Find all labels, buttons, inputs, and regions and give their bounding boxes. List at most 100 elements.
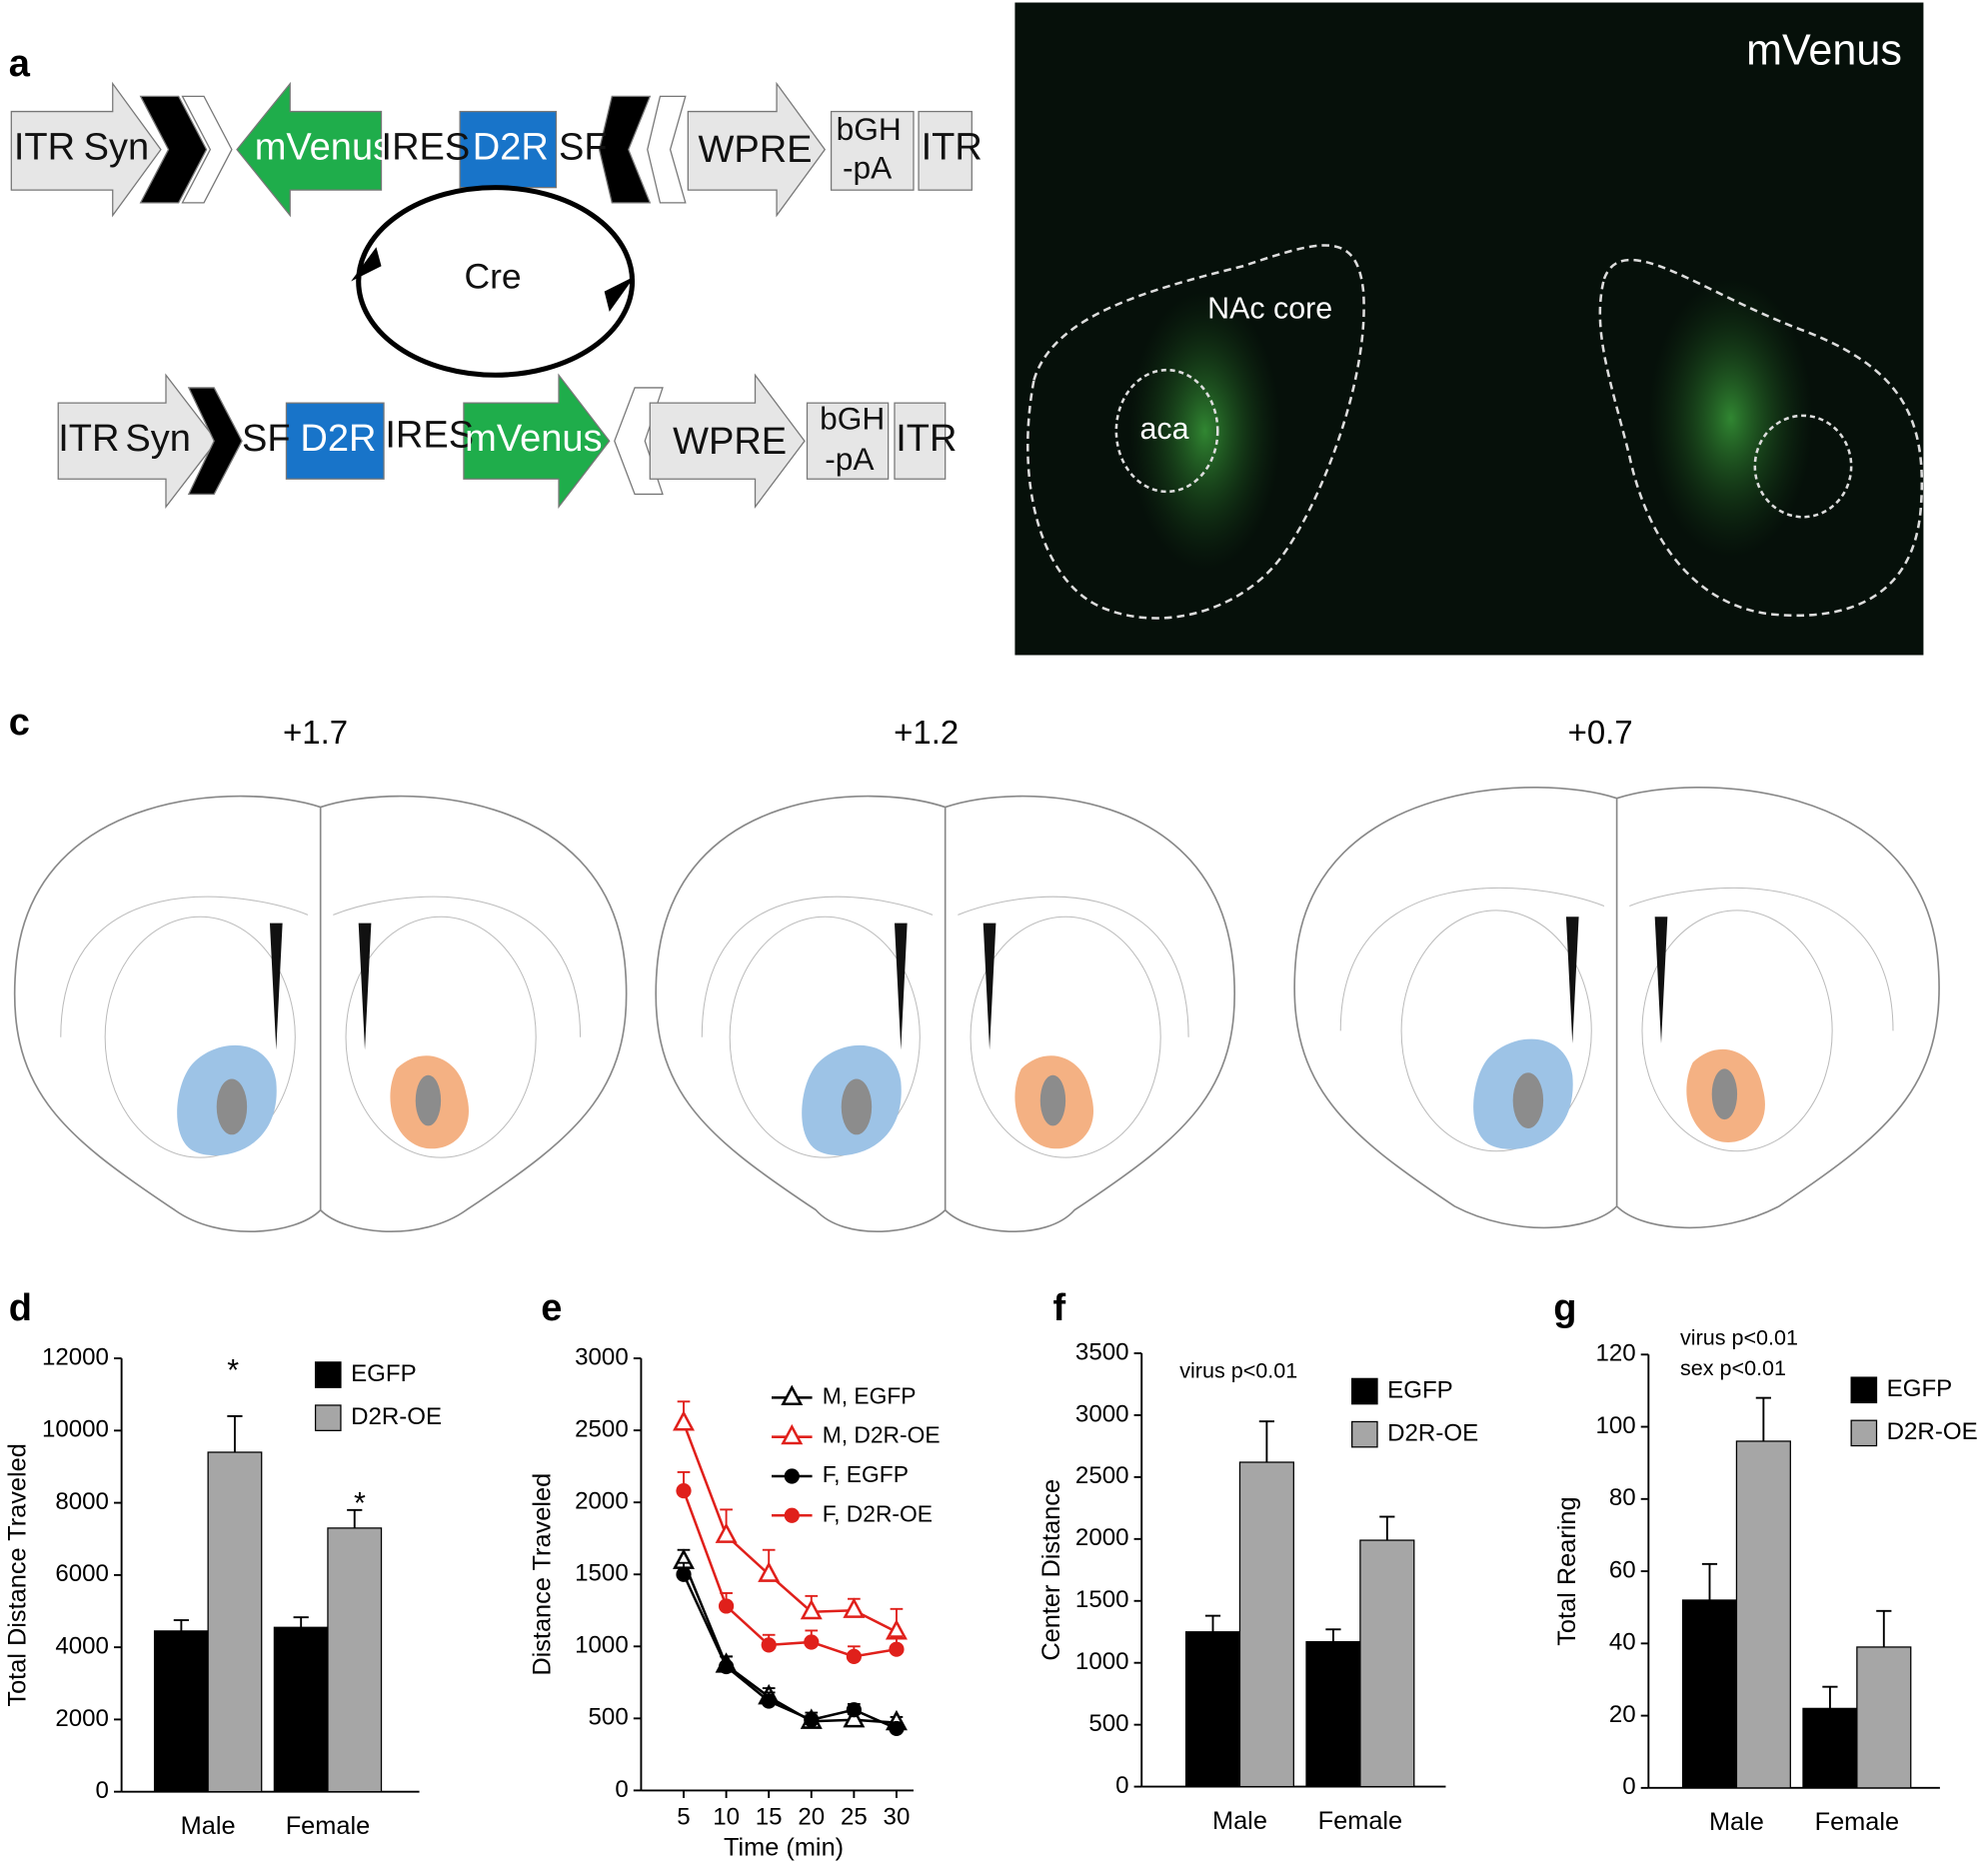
- x-tick-label: Female: [286, 1812, 371, 1840]
- cortex-boundary: [60, 896, 582, 1037]
- marker: [761, 1693, 777, 1709]
- legend-marker: [781, 1384, 804, 1405]
- marker: [761, 1637, 777, 1653]
- y-tick-label: 100: [1595, 1412, 1635, 1439]
- y-axis-label: Total Distance Traveled: [4, 1443, 32, 1706]
- annotation: *: [227, 1353, 239, 1387]
- arrowhead: [351, 247, 382, 282]
- marker: [800, 1598, 823, 1620]
- striatum: [1400, 910, 1592, 1152]
- legend-label: F, D2R-OE: [823, 1500, 933, 1526]
- x-tick-label: 25: [841, 1804, 868, 1831]
- construct-bottom: [57, 373, 947, 510]
- construct-label: ITR: [896, 418, 957, 460]
- legend-swatch: [1351, 1420, 1378, 1448]
- bar: [273, 1626, 329, 1793]
- striatum: [345, 916, 537, 1158]
- striatum: [729, 916, 921, 1158]
- panel-label: a: [9, 43, 31, 85]
- construct-label: D2R: [473, 127, 549, 169]
- arrowhead: [604, 276, 636, 312]
- construct-label: SF: [559, 127, 608, 169]
- y-tick-label: 500: [589, 1704, 629, 1731]
- panel-label: g: [1553, 1287, 1576, 1329]
- construct-label: IRES: [382, 127, 471, 169]
- legend-swatch: [1850, 1376, 1878, 1404]
- striatum: [1641, 910, 1833, 1152]
- legend-swatch: [314, 1361, 342, 1388]
- y-tick-label: 0: [1115, 1772, 1128, 1799]
- ventricle: [1565, 917, 1668, 1044]
- bar: [1184, 1631, 1241, 1788]
- legend-swatch: [1351, 1377, 1378, 1405]
- construct-label: -pA: [843, 149, 893, 185]
- y-tick-label: 3000: [575, 1343, 629, 1370]
- marker: [718, 1598, 735, 1614]
- legend-marker: [781, 1423, 804, 1445]
- y-tick-label: 8000: [55, 1488, 109, 1515]
- bar: [1305, 1641, 1361, 1788]
- y-tick-label: 500: [1088, 1710, 1128, 1737]
- construct-label: mVenus: [465, 418, 602, 460]
- panel-label: e: [541, 1287, 562, 1329]
- y-tick-label: 10000: [42, 1416, 109, 1443]
- y-tick-label: 2000: [1075, 1524, 1129, 1551]
- marker: [715, 1522, 738, 1543]
- bar: [1735, 1440, 1791, 1789]
- y-tick-label: 2500: [575, 1415, 629, 1442]
- x-tick-label: Male: [1212, 1807, 1267, 1835]
- y-tick-label: 1000: [1075, 1648, 1129, 1675]
- y-tick-label: 4000: [55, 1632, 109, 1659]
- construct-label: ITR: [14, 127, 75, 169]
- marker: [718, 1658, 735, 1675]
- x-tick-label: Female: [1815, 1808, 1900, 1836]
- marker: [889, 1720, 905, 1737]
- construct-label: mVenus: [255, 127, 392, 169]
- panel-label: c: [9, 702, 30, 744]
- region-outline: [1026, 244, 1365, 620]
- y-tick-label: 3500: [1075, 1338, 1129, 1365]
- overlap: [1512, 1072, 1544, 1128]
- x-tick-label: Male: [1709, 1808, 1764, 1836]
- legend-label: F, EGFP: [823, 1461, 909, 1487]
- striatum: [104, 916, 296, 1158]
- x-axis-label: Time (min): [724, 1833, 844, 1861]
- y-tick-label: 0: [96, 1777, 109, 1804]
- overlap: [1711, 1068, 1738, 1120]
- marker: [804, 1712, 820, 1728]
- construct-label: WPRE: [698, 129, 812, 171]
- legend-label: D2R-OE: [1887, 1418, 1978, 1445]
- construct-top: [10, 81, 973, 218]
- y-tick-label: 1000: [575, 1632, 629, 1659]
- region-label: NAc core: [1207, 292, 1332, 326]
- x-tick-label: 10: [713, 1804, 740, 1831]
- y-tick-label: 120: [1595, 1340, 1635, 1367]
- marker: [889, 1641, 905, 1657]
- annotation: *: [354, 1486, 366, 1520]
- legend-label: M, EGFP: [823, 1382, 917, 1408]
- construct-label: Syn: [125, 418, 191, 460]
- y-axis-label: Total Rearing: [1553, 1496, 1581, 1645]
- construct-label: -pA: [825, 441, 875, 477]
- legend-marker: [784, 1468, 800, 1484]
- bar: [1681, 1599, 1738, 1789]
- cortex-boundary: [1339, 887, 1894, 1031]
- striatum: [970, 916, 1161, 1158]
- y-axis-label: Distance Traveled: [529, 1473, 557, 1676]
- x-tick-label: Female: [1318, 1807, 1403, 1835]
- overlap: [841, 1078, 873, 1135]
- series-line: [682, 1422, 898, 1634]
- panel-label: d: [9, 1287, 32, 1329]
- panel-label: f: [1052, 1287, 1065, 1329]
- ventricle: [894, 923, 996, 1050]
- y-tick-label: 6000: [55, 1560, 109, 1587]
- annotation: sex p<0.01: [1680, 1355, 1786, 1380]
- y-tick-label: 2000: [575, 1488, 629, 1515]
- construct-label: WPRE: [673, 421, 787, 463]
- y-tick-label: 80: [1609, 1484, 1636, 1511]
- bar: [207, 1451, 263, 1793]
- brain-sections: [13, 787, 1940, 1233]
- fluorescence: [1648, 278, 1814, 558]
- bar: [1359, 1539, 1415, 1788]
- construct-label: D2R: [300, 418, 376, 460]
